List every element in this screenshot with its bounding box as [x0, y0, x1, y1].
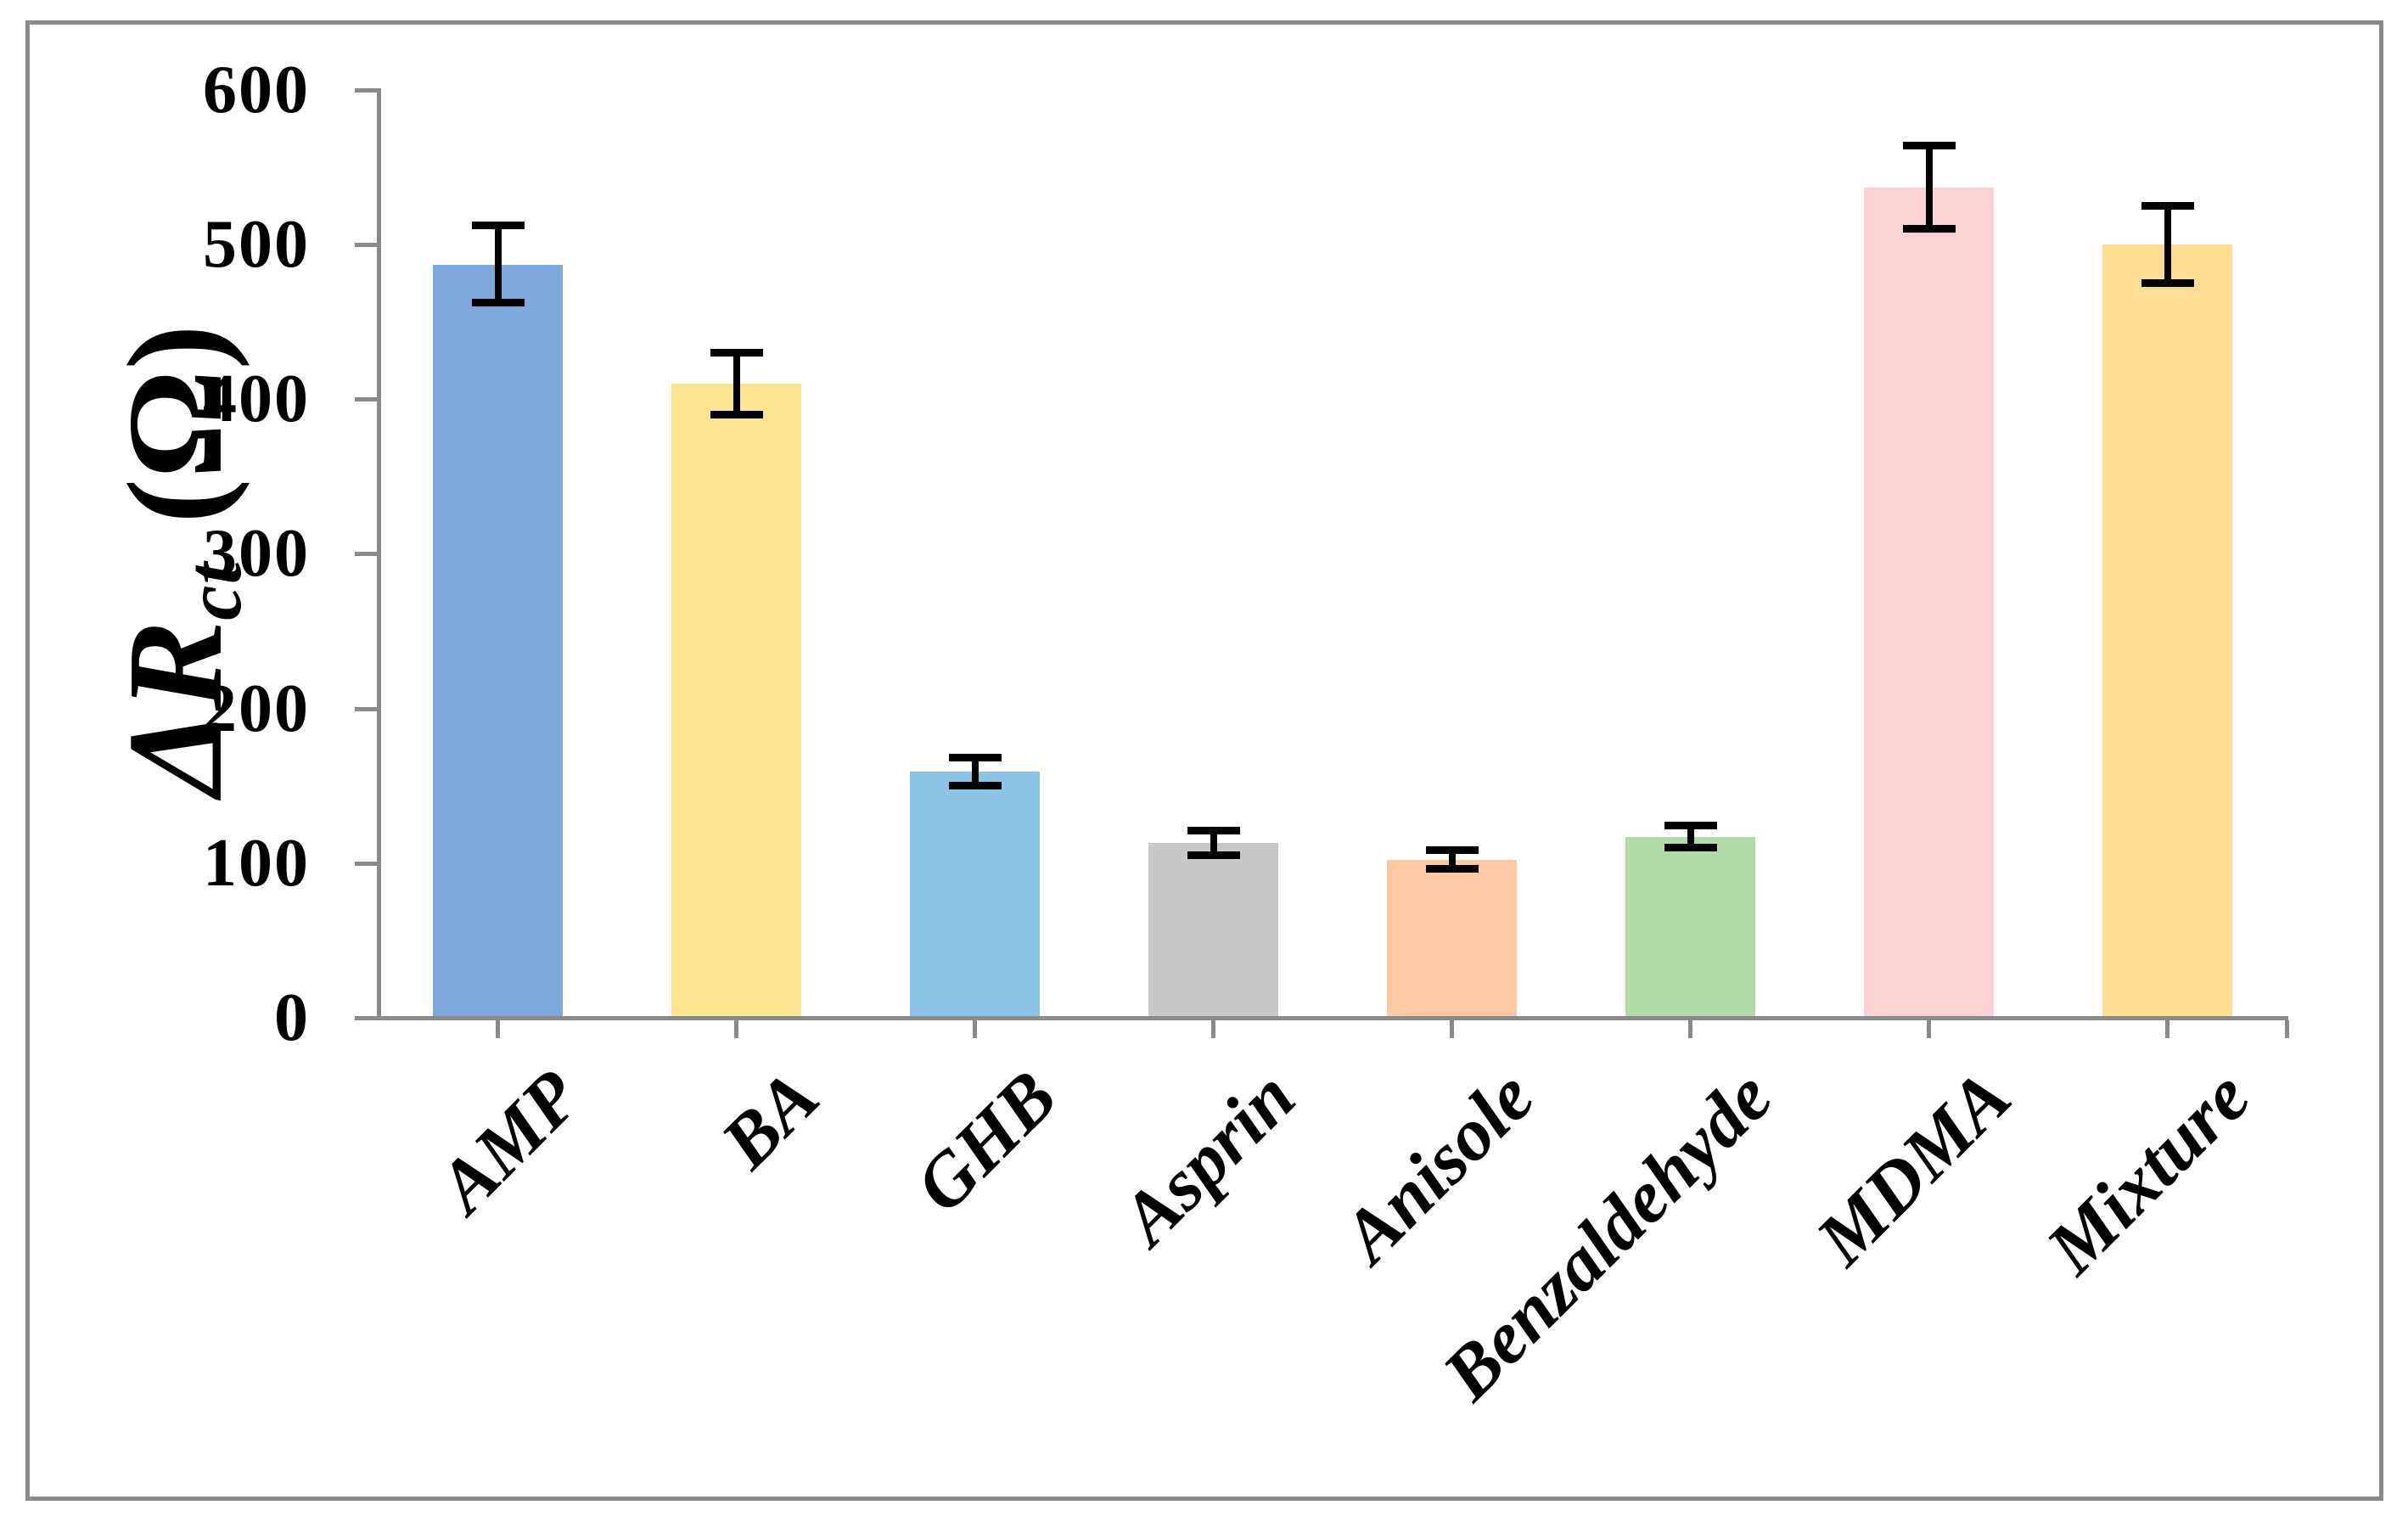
y-axis-line	[377, 88, 381, 1020]
bar-benzaldehyde	[1625, 837, 1755, 1018]
y-axis-tick	[355, 1016, 377, 1020]
error-bar-stem	[1210, 831, 1217, 856]
error-bar-cap-bottom	[1903, 225, 1956, 233]
x-category-label-text: Asprin	[1106, 1055, 1312, 1261]
bar-mdma	[1864, 188, 1994, 1018]
bar-mixture	[2102, 244, 2232, 1018]
x-axis-tick	[2165, 1020, 2169, 1038]
x-axis-tick	[496, 1020, 500, 1038]
y-axis-tick	[355, 552, 377, 556]
bar-asprin	[1148, 843, 1278, 1018]
x-category-label-text: AMP	[423, 1055, 597, 1228]
x-category-label-text: MDMA	[1801, 1055, 2028, 1282]
error-bar-cap-top	[1187, 827, 1240, 834]
x-axis-tick	[1927, 1020, 1931, 1038]
bar-ba	[671, 384, 801, 1018]
x-category-label-text: BA	[705, 1055, 835, 1185]
error-bar-stem	[733, 353, 740, 415]
x-category-label-text: Anisole	[1327, 1055, 1551, 1278]
y-tick-label: 200	[203, 671, 310, 746]
error-bar-cap-top	[1903, 142, 1956, 149]
error-bar-stem	[1926, 146, 1933, 229]
error-bar-cap-bottom	[949, 782, 1002, 789]
error-bar-cap-top	[949, 754, 1002, 761]
x-axis-tick	[973, 1020, 977, 1038]
error-bar-stem	[2164, 206, 2171, 284]
error-bar-cap-bottom	[1426, 865, 1479, 873]
y-axis-tick	[355, 707, 377, 711]
error-bar-cap-bottom	[710, 411, 763, 418]
error-bar-cap-bottom	[472, 299, 525, 306]
x-axis-end-tick	[2285, 1020, 2289, 1038]
x-category-label-text: Mixture	[2030, 1055, 2266, 1290]
error-bar-stem	[1687, 826, 1694, 848]
x-axis-tick	[1688, 1020, 1692, 1038]
y-tick-label: 400	[203, 362, 310, 436]
bar-anisole	[1387, 860, 1517, 1018]
y-tick-label: 600	[203, 53, 310, 127]
y-tick-label: 0	[274, 980, 310, 1055]
x-axis-tick	[1211, 1020, 1215, 1038]
y-axis-tick	[355, 243, 377, 247]
y-axis-tick	[355, 88, 377, 93]
y-tick-label: 100	[203, 826, 310, 901]
error-bar-cap-bottom	[1664, 844, 1717, 851]
y-axis-tick	[355, 862, 377, 866]
y-axis-tick	[355, 397, 377, 402]
x-axis-tick	[734, 1020, 738, 1038]
y-tick-label: 500	[203, 207, 310, 282]
error-bar-cap-top	[1426, 846, 1479, 854]
error-bar-stem	[1449, 851, 1456, 869]
error-bar-stem	[495, 226, 502, 303]
error-bar-cap-top	[710, 349, 763, 357]
error-bar-cap-bottom	[1187, 851, 1240, 859]
bar-ghb	[910, 772, 1040, 1018]
error-bar-cap-top	[2141, 202, 2194, 210]
y-tick-label: 300	[203, 516, 310, 591]
bar-amp	[433, 265, 563, 1018]
error-bar-stem	[972, 758, 979, 786]
error-bar-cap-bottom	[2141, 279, 2194, 287]
error-bar-cap-top	[1664, 822, 1717, 829]
error-bar-cap-top	[472, 222, 525, 229]
x-axis-tick	[1450, 1020, 1454, 1038]
x-axis-line	[377, 1016, 2288, 1020]
x-category-label-text: GHB	[900, 1055, 1074, 1228]
